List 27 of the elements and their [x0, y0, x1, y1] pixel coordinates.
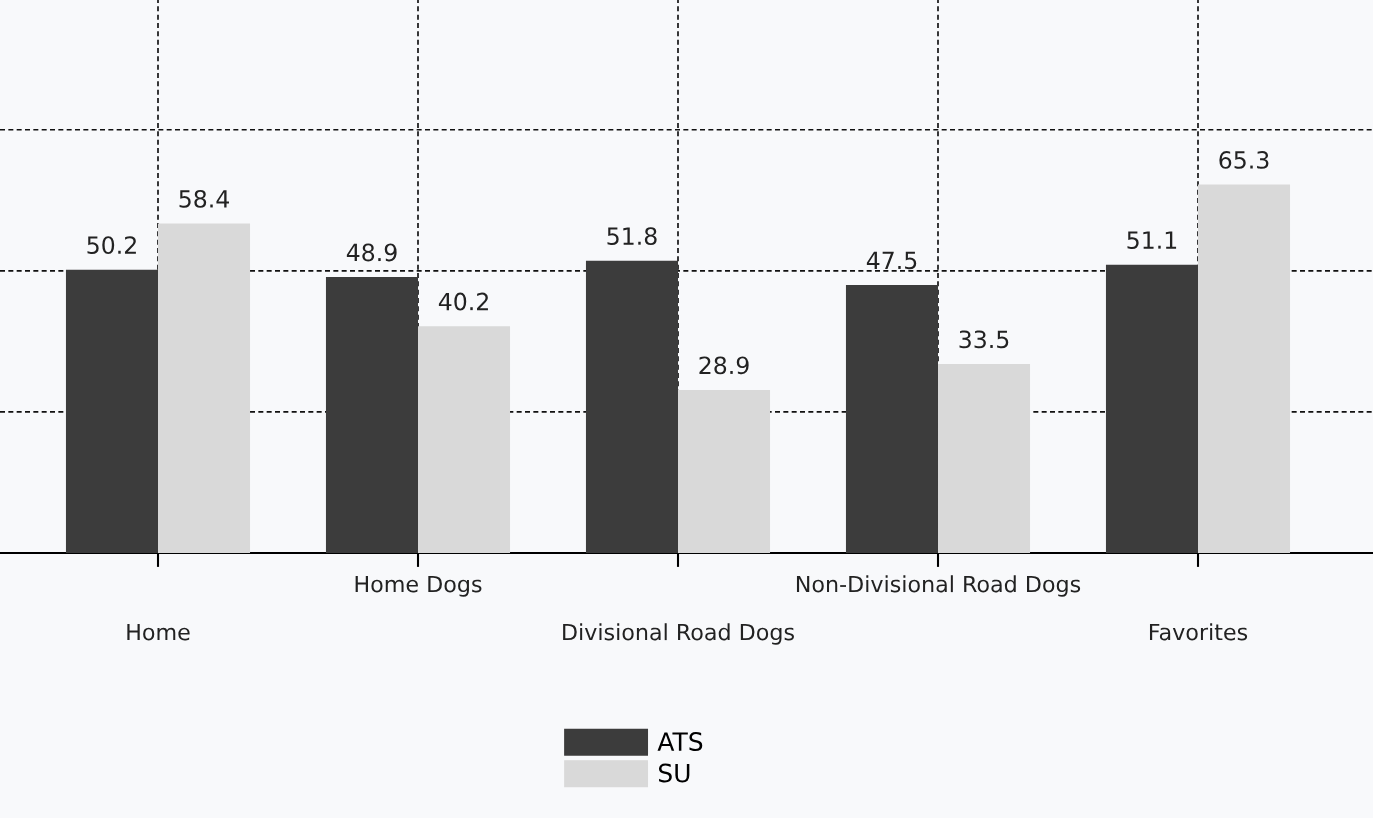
legend-label: SU	[658, 763, 690, 783]
data-label: 33.5	[959, 330, 1009, 349]
x-tick-label: Non-Divisional Road Dogs	[796, 575, 1081, 597]
bar	[158, 223, 251, 553]
x-tick-label: Home	[127, 623, 190, 641]
data-label: 50.2	[87, 236, 136, 255]
data-label: 40.2	[438, 292, 488, 311]
bar	[1105, 264, 1198, 553]
data-label: 58.4	[179, 189, 229, 208]
data-label: 48.9	[346, 243, 397, 262]
bar	[585, 260, 678, 553]
bar	[938, 363, 1031, 553]
legend-label: ATS	[657, 732, 703, 752]
x-tick-label: Divisional Road Dogs	[563, 623, 794, 645]
bar	[678, 389, 771, 553]
data-label: 51.1	[1127, 231, 1177, 249]
bar	[325, 277, 418, 553]
bar	[845, 284, 938, 553]
data-label: 28.9	[699, 356, 749, 375]
x-tick-label: Favorites	[1149, 623, 1248, 641]
bar	[1198, 184, 1291, 553]
data-label: 51.8	[607, 227, 657, 246]
x-tick-label: Home Dogs	[355, 575, 482, 597]
data-label: 65.3	[1219, 150, 1269, 169]
data-label: 47.5	[866, 251, 917, 270]
bar	[418, 326, 511, 553]
bar	[65, 269, 158, 553]
